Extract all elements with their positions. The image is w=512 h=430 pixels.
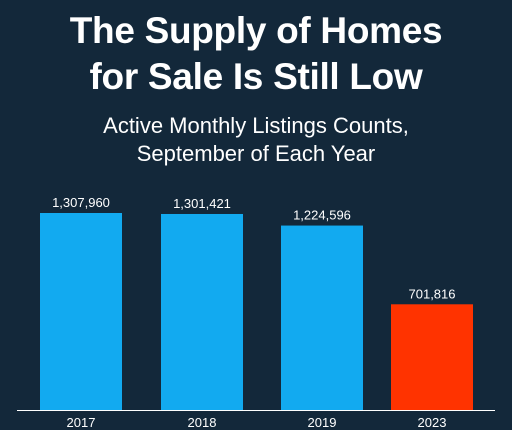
tick-label-2019: 2019 [308, 415, 337, 430]
bar-2023 [391, 304, 473, 410]
bar-2019 [281, 225, 363, 410]
data-label-2018: 1,301,421 [173, 196, 231, 211]
chart-title: The Supply of Homes for Sale Is Still Lo… [0, 8, 512, 100]
title-line-1: The Supply of Homes [69, 10, 443, 51]
chart-subtitle: Active Monthly Listings Counts, Septembe… [0, 112, 512, 168]
bar-2017 [40, 213, 122, 410]
tick-label-2018: 2018 [188, 415, 217, 430]
bar-2018 [161, 213, 243, 410]
subtitle-line-1: Active Monthly Listings Counts, [103, 113, 409, 138]
data-label-2019: 1,224,596 [293, 208, 351, 223]
subtitle-line-2: September of Each Year [136, 141, 376, 166]
tick-label-2023: 2023 [418, 415, 447, 430]
title-line-2: for Sale Is Still Low [89, 56, 423, 97]
data-label-2023: 701,816 [409, 286, 456, 301]
data-label-2017: 1,307,960 [52, 195, 110, 210]
tick-label-2017: 2017 [67, 415, 96, 430]
